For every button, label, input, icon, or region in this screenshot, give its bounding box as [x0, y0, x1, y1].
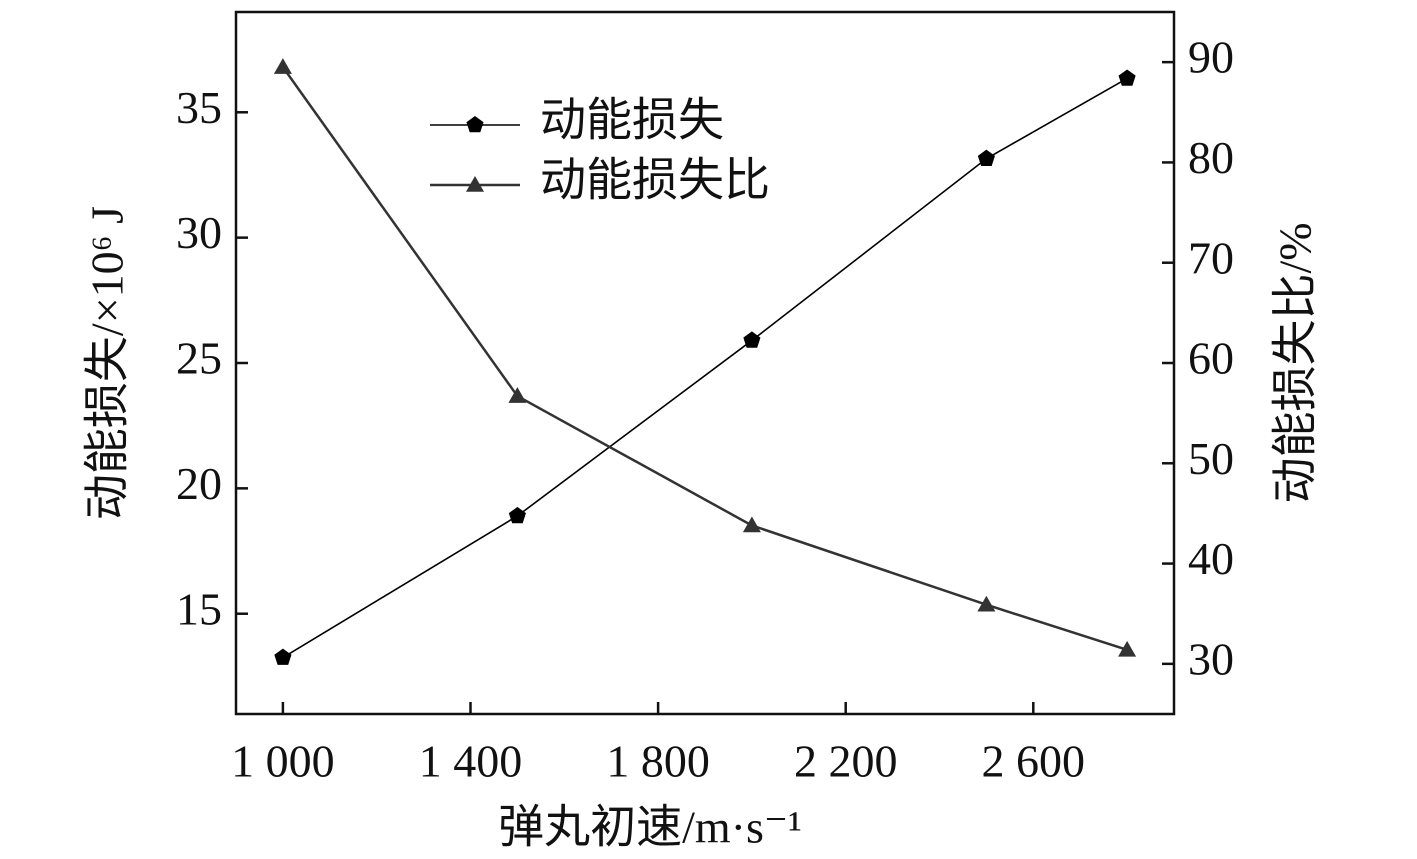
y2-tick-label: 50	[1188, 433, 1234, 484]
x-tick-label: 1 400	[419, 736, 523, 787]
legend-marker	[466, 176, 484, 192]
marker	[1118, 69, 1136, 86]
legend-label: 动能损失比	[540, 155, 770, 206]
marker	[977, 595, 996, 612]
y2-axis-label: 动能损失比/%	[1270, 222, 1321, 503]
y2-tick-label: 70	[1188, 232, 1234, 283]
marker	[742, 516, 761, 533]
x-tick-label: 1 800	[606, 736, 710, 787]
x-tick-label: 2 600	[982, 736, 1086, 787]
y2-tick-label: 40	[1188, 533, 1234, 584]
y2-tick-label: 90	[1188, 32, 1234, 83]
marker	[1118, 640, 1137, 657]
y2-tick-label: 30	[1188, 633, 1234, 684]
legend-marker	[466, 116, 484, 133]
y2-tick-label: 80	[1188, 132, 1234, 183]
marker	[274, 648, 292, 665]
x-tick-label: 1 000	[231, 736, 335, 787]
marker	[508, 506, 526, 524]
y-tick-label: 35	[176, 82, 222, 133]
marker	[743, 331, 761, 348]
marker	[273, 58, 292, 74]
y2-tick-label: 60	[1188, 333, 1234, 384]
y-axis-label: 动能损失/×10⁶ J	[82, 206, 133, 520]
x-tick-label: 2 200	[794, 736, 898, 787]
legend-label: 动能损失	[540, 95, 724, 146]
y-tick-label: 25	[176, 333, 222, 384]
marker	[508, 387, 527, 403]
y-tick-label: 15	[176, 583, 222, 634]
y-tick-label: 20	[176, 458, 222, 509]
marker	[977, 149, 995, 166]
x-axis-label: 弹丸初速/m·s⁻¹	[498, 802, 802, 853]
y-tick-label: 30	[176, 207, 222, 258]
